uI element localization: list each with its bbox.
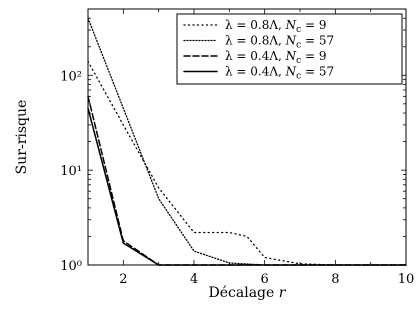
plot-frame — [87, 8, 407, 266]
legend-entry: λ = 0.8Λ, Nc = 9 — [225, 18, 327, 35]
legend-box — [176, 13, 403, 85]
legend: λ = 0.8Λ, Nc = 9λ = 0.8Λ, Nc = 57λ = 0.4… — [176, 13, 403, 85]
y-tick-label: 10¹ — [60, 164, 82, 179]
x-tick-label: 10 — [398, 272, 415, 287]
legend-entry: λ = 0.4Λ, Nc = 57 — [225, 65, 334, 82]
y-tick-label: 10² — [60, 69, 82, 84]
y-tick-label: 10⁰ — [60, 259, 82, 274]
y-tick-labels: 10⁰ 10¹ 10² — [60, 69, 82, 274]
legend-entry: λ = 0.4Λ, Nc = 9 — [225, 49, 327, 66]
series-line — [87, 60, 407, 266]
x-axis-label: Décalage r — [209, 285, 287, 301]
x-tick-labels: 2 4 6 8 10 — [119, 272, 414, 287]
x-tick-label: 8 — [331, 272, 339, 287]
x-tick-label: 4 — [190, 272, 198, 287]
x-tick-label: 2 — [119, 272, 127, 287]
y-axis-label: Sur-risque — [14, 100, 30, 175]
series-line — [87, 107, 407, 266]
legend-entry: λ = 0.8Λ, Nc = 57 — [225, 34, 334, 51]
x-tick-label: 6 — [261, 272, 269, 287]
series-line — [87, 95, 407, 266]
